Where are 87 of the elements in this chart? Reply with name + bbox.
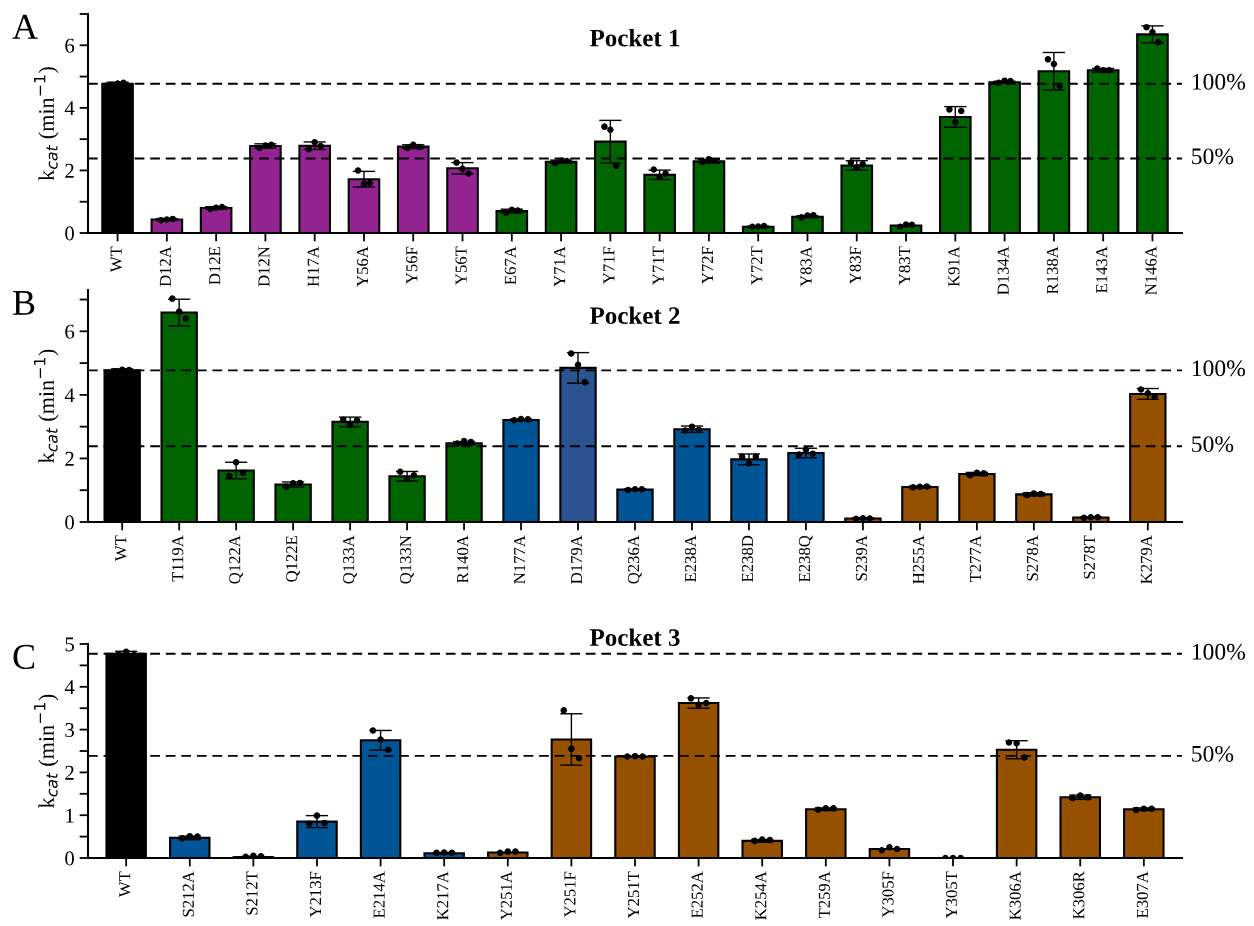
- y-axis-title: k$_{cat}$ (min$^{−1}$): [33, 349, 59, 464]
- x-tick-label: T259A: [818, 871, 830, 919]
- x-tick-label: K217A: [437, 871, 449, 920]
- x-tick-label: Y72F: [701, 246, 713, 284]
- y-tick-label: 4: [64, 388, 75, 403]
- x-tick-label: K306A: [1009, 871, 1021, 920]
- x-tick-label: Q133A: [343, 535, 357, 584]
- x-tick-label: E143A: [1096, 246, 1108, 293]
- x-tick-label: S278T: [1083, 535, 1096, 579]
- x-tick-label: Y71A: [554, 246, 566, 287]
- x-tick-label: N177A: [514, 535, 526, 584]
- text: B: [13, 291, 35, 315]
- x-tick-label: K254A: [755, 871, 767, 920]
- x-tick-label: WT: [110, 246, 122, 273]
- text: C: [13, 644, 35, 670]
- x-tick-label: E238A: [684, 535, 697, 582]
- x-tick-label: D179A: [570, 535, 583, 584]
- x-tick-label: Y71T: [652, 246, 664, 285]
- x-tick-label: R140A: [456, 535, 469, 583]
- x-tick-label: R138A: [1046, 246, 1059, 294]
- y-tick-label: 5: [65, 637, 74, 652]
- x-tick-label: H17A: [307, 246, 319, 287]
- x-tick-label: S212T: [246, 871, 258, 915]
- x-tick-label: E238Q: [798, 535, 813, 582]
- y-axis-title: k$_{cat}$ (min$^{−1}$): [33, 67, 59, 181]
- x-tick-label: Y71F: [603, 246, 615, 284]
- y-tick-label: 2: [65, 163, 74, 178]
- ref-line-label: 100%: [1192, 643, 1246, 660]
- y-tick-label: 1: [66, 808, 74, 823]
- x-tick-label: E252A: [691, 871, 703, 918]
- x-tick-label: Q236A: [627, 535, 642, 584]
- x-tick-label: Y56A: [356, 246, 369, 287]
- x-tick-label: E238D: [741, 535, 754, 582]
- ref-line-label: 100%: [1192, 360, 1246, 377]
- y-tick-label: 4: [64, 101, 75, 116]
- x-tick-label: S239A: [855, 535, 868, 581]
- y-tick-label: 6: [65, 38, 75, 53]
- x-tick-label: Y213F: [309, 871, 322, 918]
- text: A: [12, 14, 38, 39]
- x-tick-label: S278A: [1026, 535, 1039, 581]
- ref-line-label: 50%: [1192, 745, 1234, 762]
- x-tick-label: Y83F: [849, 246, 861, 284]
- y-tick-label: 2: [65, 765, 74, 780]
- ref-line-label: 50%: [1192, 148, 1234, 165]
- y-tick-label: 3: [65, 723, 74, 738]
- y-tick-label: 0: [65, 851, 75, 866]
- x-tick-label: K91A: [948, 246, 960, 287]
- x-tick-label: S212A: [182, 871, 194, 917]
- y-tick-label: 2: [65, 451, 74, 466]
- ref-line-label: 50%: [1192, 436, 1234, 453]
- x-tick-label: Y83T: [898, 246, 911, 285]
- x-tick-label: K306R: [1073, 871, 1085, 919]
- x-tick-label: D134A: [997, 246, 1009, 295]
- x-tick-label: D12A: [159, 246, 171, 287]
- x-tick-label: Y305T: [945, 871, 958, 919]
- x-tick-label: Y251T: [627, 871, 640, 919]
- x-tick-label: T277A: [969, 535, 981, 583]
- chart-title: Pocket 3: [589, 628, 680, 646]
- x-tick-label: Q122A: [229, 535, 243, 584]
- y-tick-label: 4: [64, 680, 75, 695]
- x-tick-label: Y72T: [751, 246, 763, 285]
- y-tick-label: 0: [65, 226, 75, 241]
- x-tick-label: Y251F: [564, 871, 576, 918]
- x-tick-label: WT: [115, 535, 127, 562]
- x-tick-label: Y305F: [882, 871, 894, 918]
- ref-line-label: 100%: [1192, 73, 1246, 90]
- x-tick-label: E67A: [504, 246, 516, 285]
- y-tick-label: 6: [65, 324, 75, 339]
- x-tick-label: Y251A: [500, 871, 512, 921]
- chart-title: Pocket 1: [589, 28, 680, 47]
- y-axis-title: k$_{cat}$ (min$^{−1}$): [33, 694, 59, 809]
- x-tick-label: T119A: [172, 535, 184, 582]
- x-tick-label: Y56F: [406, 246, 418, 284]
- x-tick-label: Y83A: [800, 246, 812, 287]
- x-tick-label: E214A: [373, 871, 385, 918]
- x-tick-label: Q133N: [400, 535, 414, 584]
- x-tick-label: WT: [119, 871, 131, 898]
- text: Pocket 2: [589, 306, 680, 325]
- x-tick-label: K279A: [1140, 535, 1152, 584]
- x-tick-label: D12E: [209, 247, 221, 285]
- x-tick-label: Q122E: [286, 536, 300, 582]
- x-tick-label: D12N: [258, 246, 270, 287]
- x-tick-label: N146A: [1145, 246, 1157, 295]
- x-tick-label: Y56T: [455, 246, 467, 285]
- x-tick-label: E307A: [1136, 871, 1149, 918]
- x-tick-label: H255A: [912, 535, 925, 584]
- y-tick-label: 0: [65, 515, 75, 530]
